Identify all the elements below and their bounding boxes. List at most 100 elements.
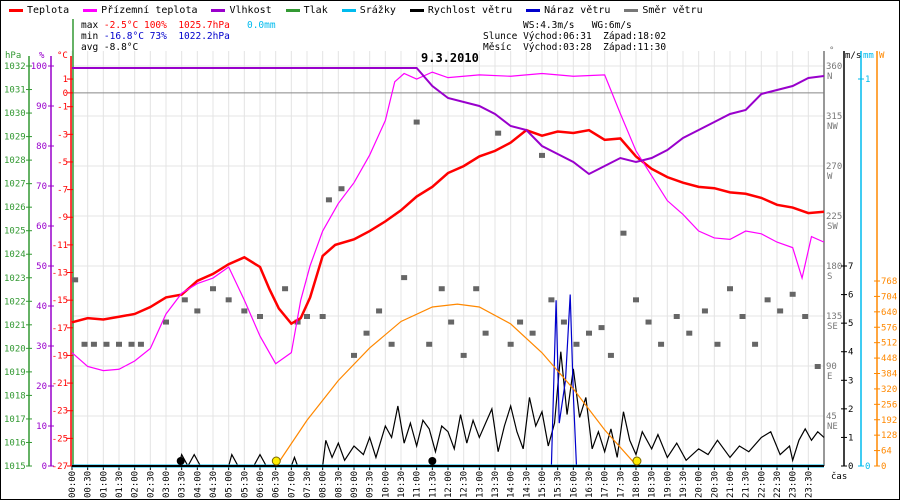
avg-label: avg: [81, 42, 99, 53]
wind-direction-point: [802, 314, 809, 319]
rain-unit: mm: [863, 51, 874, 61]
wind-direction-point: [473, 286, 480, 292]
time-label: 05:30: [240, 471, 250, 498]
wind-tick-label: 1: [848, 433, 853, 443]
solar-tick-label: 448: [881, 354, 897, 364]
time-label: 02:00: [131, 471, 141, 498]
time-label: 22:30: [773, 471, 783, 498]
time-label: 15:30: [554, 471, 564, 498]
wind-direction-point: [351, 352, 357, 358]
wind-direction-point: [658, 341, 665, 347]
min-pressure: 1022.2hPa: [178, 31, 230, 42]
legend: Teplota Přízemní teplota Vlhkost Tlak Srážky…: [9, 5, 703, 16]
wind-direction-point: [560, 319, 567, 325]
min-temp: -16.8°C: [103, 31, 144, 42]
wind-direction-point: [426, 341, 433, 347]
temperature-tick-label: -11: [52, 241, 68, 251]
direction-compass-label: SW: [827, 222, 838, 232]
legend-swatch: [83, 8, 98, 12]
wind-direction-point: [814, 364, 821, 369]
series-vlhkost: [72, 67, 825, 176]
pressure-tick-label: 1026: [4, 203, 26, 213]
direction-compass-label: SE: [827, 322, 838, 332]
solar-tick-label: 512: [881, 339, 897, 349]
temperature-tick-label: -19: [52, 351, 68, 361]
solar-tick-label: 704: [881, 292, 897, 302]
wind-direction-point: [282, 286, 289, 292]
wind-direction-point: [777, 308, 784, 314]
direction-compass-label: W: [827, 172, 833, 182]
direction-tick-label: 135: [826, 312, 842, 322]
stats-block: max -2.5°C 100% 1025.7hPa 0.0mm min -16.…: [81, 20, 276, 53]
max-label: max: [81, 20, 99, 31]
legend-swatch: [211, 8, 226, 12]
pressure-tick-label: 1018: [4, 391, 26, 401]
humidity-tick-label: 40: [36, 302, 47, 312]
humidity-tick-label: 20: [36, 382, 47, 392]
pressure-tick-label: 1016: [4, 438, 26, 448]
wind-direction-point: [586, 330, 592, 336]
time-label: 06:00: [256, 471, 266, 498]
temperature-tick-label: 0: [63, 89, 68, 99]
direction-compass-label: S: [827, 272, 832, 282]
time-label: 16:00: [569, 471, 579, 498]
humidity-unit: %: [39, 51, 45, 61]
direction-compass-label: N: [827, 72, 832, 82]
rain-tick-label: 1: [865, 75, 870, 85]
pressure-tick-label: 1027: [4, 180, 26, 190]
time-label: 22:00: [757, 471, 767, 498]
wind-direction-point: [701, 308, 708, 314]
pressure-tick-label: 1015: [4, 462, 26, 472]
time-label: 04:30: [209, 471, 219, 498]
time-label: 17:00: [601, 471, 611, 498]
wind-tick-label: 5: [848, 319, 853, 329]
pressure-unit: hPa: [5, 51, 21, 61]
astro-block: WS:4.3m/s WG:6m/s Slunce Východ:06:31 Zá…: [483, 20, 666, 53]
pressure-tick-label: 1019: [4, 368, 26, 378]
wind-direction-point: [257, 314, 263, 319]
direction-compass-label: E: [827, 372, 832, 382]
pressure-tick-label: 1024: [4, 250, 26, 260]
pressure-tick-label: 1031: [4, 86, 26, 96]
solar-tick-label: 128: [881, 431, 897, 441]
temperature-tick-label: -9: [57, 213, 68, 223]
solar-tick-label: 0: [881, 462, 886, 472]
wind-tick-label: 6: [848, 291, 853, 301]
time-label: 14:00: [507, 471, 517, 498]
pressure-tick-label: 1021: [4, 321, 26, 331]
legend-label: Tlak: [303, 5, 328, 16]
time-label: 23:00: [789, 471, 799, 498]
time-label: 09:00: [350, 471, 360, 498]
time-label: 13:00: [475, 471, 485, 498]
pressure-tick-label: 1023: [4, 274, 26, 284]
direction-tick-label: 45: [826, 412, 837, 422]
wind-direction-point: [507, 341, 514, 347]
temperature-tick-label: -15: [52, 296, 68, 306]
time-label: 01:30: [115, 471, 125, 498]
max-temp: -2.5°C: [103, 20, 139, 31]
solar-tick-label: 640: [881, 308, 897, 318]
time-label: 05:00: [225, 471, 235, 498]
sun-marker: [271, 456, 281, 466]
time-label: 20:00: [695, 471, 705, 498]
wind-direction-point: [413, 119, 420, 125]
legend-swatch: [624, 8, 639, 12]
wind-tick-label: 7: [848, 262, 853, 272]
wind-direction-point: [137, 341, 144, 347]
pressure-tick-label: 1022: [4, 297, 26, 307]
wind-direction-point: [645, 319, 652, 325]
time-label: 07:30: [303, 471, 313, 498]
legend-label: Rychlost větru: [427, 5, 513, 16]
solar-tick-label: 64: [881, 447, 892, 457]
humidity-tick-label: 90: [36, 102, 47, 112]
avg-temp: -8.8°C: [103, 42, 139, 53]
legend-label: Srážky: [359, 5, 396, 16]
wind-direction-point: [376, 308, 383, 314]
temperature-tick-label: 1: [63, 75, 68, 85]
moon-marker: [176, 457, 185, 465]
legend-swatch: [409, 8, 424, 12]
pressure-tick-label: 1029: [4, 133, 26, 143]
wind-direction-point: [294, 319, 301, 325]
time-label: 11:00: [413, 471, 423, 498]
sun-label: Slunce: [483, 31, 518, 42]
